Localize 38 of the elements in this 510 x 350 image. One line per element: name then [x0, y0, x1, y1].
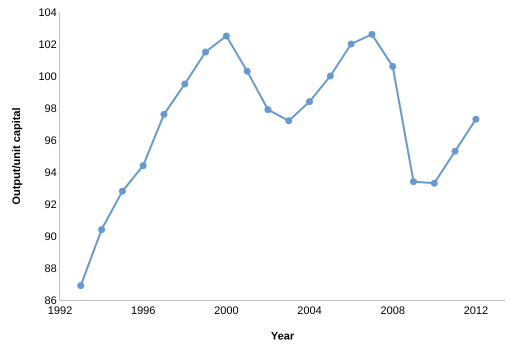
point: [140, 162, 147, 170]
point: [264, 106, 272, 114]
y-tick-label: 92: [44, 198, 57, 211]
x-tick-label: 2000: [214, 305, 239, 318]
y-tick-label: 88: [44, 262, 57, 275]
y-tick-label: 94: [44, 166, 57, 179]
x-tick-label: 1996: [130, 305, 156, 318]
y-tick-label: 86: [44, 294, 57, 307]
y-tick-label: 104: [38, 6, 57, 19]
point: [202, 48, 210, 56]
point: [285, 117, 292, 124]
x-axis-title: Year: [270, 330, 295, 342]
point: [118, 188, 126, 195]
point: [472, 116, 480, 123]
point: [306, 98, 314, 106]
point: [348, 40, 355, 48]
point: [77, 282, 84, 290]
y-tick-label: 102: [38, 38, 57, 51]
point: [98, 226, 106, 234]
point: [389, 62, 396, 70]
y-axis-title: Output/unit capital: [11, 107, 24, 205]
y-tick-label: 90: [44, 230, 57, 243]
point: [181, 80, 188, 88]
y-tick-label: 98: [44, 102, 57, 115]
point: [410, 178, 417, 186]
y-tick-label: 96: [44, 134, 57, 147]
point: [222, 32, 230, 40]
x-tick-label: 2004: [297, 305, 322, 318]
y-tick-label: 100: [38, 70, 57, 83]
point: [160, 110, 168, 118]
x-tick-label: 2008: [380, 305, 405, 318]
x-tick-label: 1992: [48, 305, 72, 318]
point: [326, 72, 334, 80]
point: [244, 68, 251, 75]
x-tick-label: 2012: [464, 305, 488, 318]
point: [368, 30, 376, 38]
point: [430, 180, 438, 187]
point: [452, 148, 459, 155]
